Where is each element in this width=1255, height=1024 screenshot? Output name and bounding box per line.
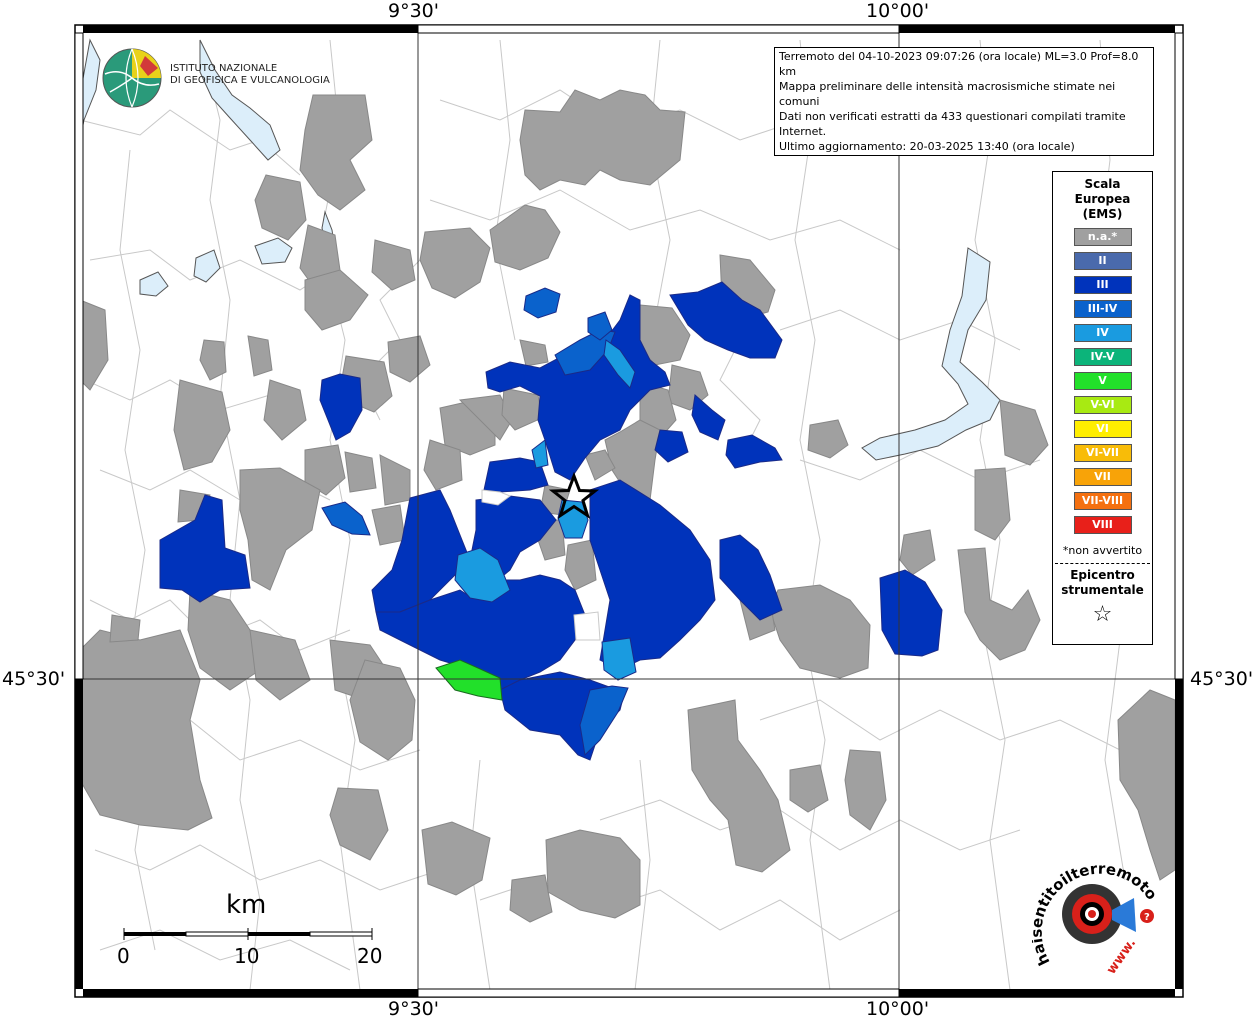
megaphone-icon <box>1112 898 1136 932</box>
scale-bar <box>123 928 373 940</box>
legend-swatch-7: V-VI <box>1073 396 1132 414</box>
legend-title-line2: Europea <box>1074 192 1131 206</box>
legend-epicenter-line2: strumentale <box>1061 583 1144 597</box>
graticule <box>75 25 1183 997</box>
lakes-rivers <box>79 38 1001 461</box>
intensity-iii-iv-areas <box>321 287 629 757</box>
intensity-legend: Scala Europea (EMS) n.a.* II III III-IV IV IV… <box>1052 171 1153 645</box>
scale-tick-20: 20 <box>357 944 383 968</box>
legend-swatch-10: VII <box>1073 468 1132 486</box>
legend-swatch-12: VIII <box>1073 516 1132 534</box>
intensity-na-areas <box>79 89 1176 923</box>
question-badge-icon <box>1140 909 1154 923</box>
legend-swatch-4: IV <box>1073 324 1132 342</box>
coord-label-top-left: 9°30' <box>388 0 439 22</box>
legend-swatch-11: VII-VIII <box>1073 492 1132 510</box>
legend-swatch-1: II <box>1073 252 1132 270</box>
legend-note: *non avvertito <box>1062 544 1143 557</box>
event-info-box: Terremoto del 04-10-2023 09:07:26 (ora l… <box>774 47 1154 156</box>
scale-unit: km <box>226 890 267 920</box>
legend-divider <box>1055 563 1150 564</box>
scale-tick-0: 0 <box>117 944 130 968</box>
event-info-line1: Terremoto del 04-10-2023 09:07:26 (ora l… <box>779 50 1139 78</box>
institute-name-line1: ISTITUTO NAZIONALE <box>170 63 278 74</box>
legend-title-line3: (EMS) <box>1082 207 1123 221</box>
institute-name-line2: DI GEOFISICA E VULCANOLOGIA <box>170 75 330 86</box>
globe-icon <box>102 48 162 108</box>
legend-swatch-2: III <box>1073 276 1132 294</box>
coord-label-bottom-right: 10°00' <box>866 998 930 1020</box>
site-logo: haisentitoilterremoto.it ? www. <box>1028 848 1172 982</box>
coord-label-left: 45°30' <box>2 668 66 690</box>
legend-swatch-6: V <box>1073 372 1132 390</box>
scale-tick-10: 10 <box>234 944 260 968</box>
legend-title-line1: Scala <box>1084 177 1121 191</box>
legend-swatch-9: VI-VII <box>1073 444 1132 462</box>
coord-label-right: 45°30' <box>1190 668 1254 690</box>
legend-epicenter-label: Epicentro strumentale <box>1053 568 1152 598</box>
legend-swatch-3: III-IV <box>1073 300 1132 318</box>
coord-label-top-right: 10°00' <box>866 0 930 22</box>
legend-swatch-0: n.a.* <box>1073 228 1132 246</box>
legend-epicenter-line1: Epicentro <box>1070 568 1135 582</box>
question-badge: ? <box>1144 912 1150 923</box>
legend-title: Scala Europea (EMS) <box>1053 177 1152 222</box>
legend-swatch-5: IV-V <box>1073 348 1132 366</box>
epicenter-star-icon <box>548 471 600 520</box>
legend-items: n.a.* II III III-IV IV IV-V V V-VI VI VI-VII VII VI… <box>1053 228 1152 534</box>
intensity-iii-areas <box>159 281 943 761</box>
event-info-line3: Dati non verificati estratti da 433 ques… <box>779 110 1126 138</box>
site-logo-url: www. <box>1104 936 1139 977</box>
intensity-v-areas <box>435 659 503 701</box>
event-info-line4: Ultimo aggiornamento: 20-03-2025 13:40 (… <box>779 140 1075 153</box>
legend-swatch-8: VI <box>1073 420 1132 438</box>
unaffected-areas <box>481 489 601 641</box>
ingv-logo <box>100 46 330 110</box>
map-frame <box>74 24 1184 998</box>
institute-name: ISTITUTO NAZIONALE DI GEOFISICA E VULCAN… <box>170 63 330 87</box>
event-info-line2: Mappa preliminare delle intensità macros… <box>779 80 1116 108</box>
coord-label-bottom-left: 9°30' <box>388 998 439 1020</box>
intensity-iv-areas <box>454 339 637 681</box>
legend-star-icon: ☆ <box>1092 602 1113 627</box>
